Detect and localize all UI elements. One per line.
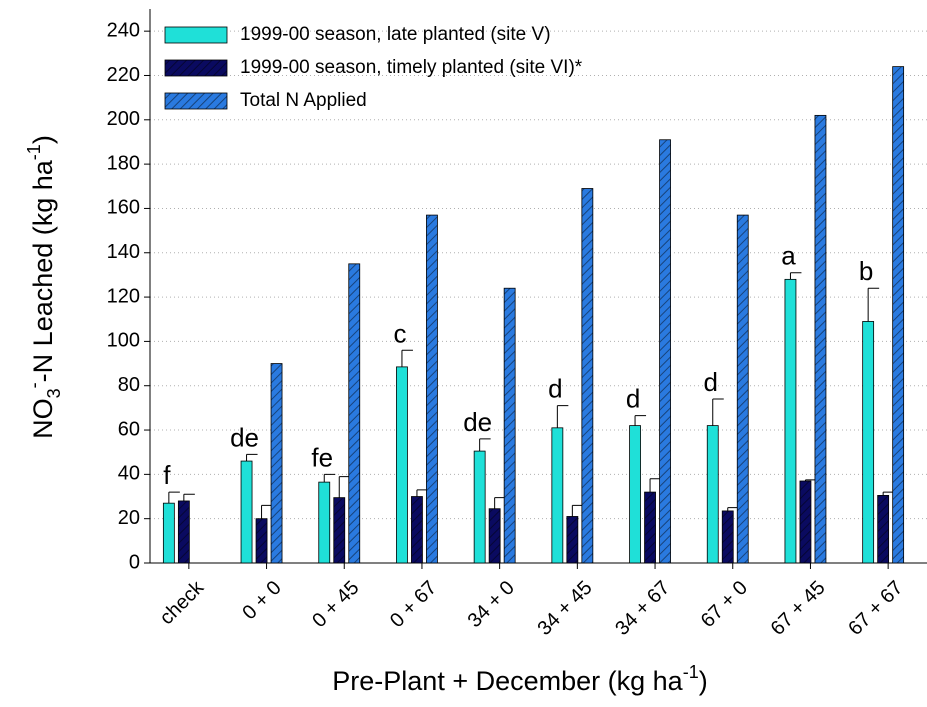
bar <box>706 425 719 564</box>
error-bar <box>712 398 724 426</box>
y-tick-label: 100 <box>107 330 140 352</box>
error-bar <box>479 438 491 452</box>
y-label-sup: -1 <box>24 144 44 160</box>
y-tick-label: 20 <box>118 507 140 529</box>
bar <box>503 287 516 564</box>
bar <box>551 427 564 564</box>
y-label-part: -N Leached (kg ha <box>28 159 58 382</box>
error-bar <box>401 349 413 367</box>
bar <box>862 321 875 564</box>
bar <box>255 518 268 564</box>
annotation: d <box>548 374 562 404</box>
y-label-part: ) <box>28 135 58 144</box>
bar <box>644 491 656 564</box>
annotation: d <box>704 367 718 397</box>
legend-label: 1999-00 season, late planted (site V) <box>240 24 551 45</box>
annotation: f <box>163 460 171 490</box>
bar <box>877 495 890 564</box>
legend-swatch <box>164 92 228 110</box>
error-bar <box>183 493 195 501</box>
x-label-part: Pre-Plant + December (kg ha <box>332 666 683 696</box>
annotation: a <box>781 241 796 271</box>
x-axis-label: Pre-Plant + December (kg ha-1) <box>332 662 707 696</box>
bar <box>162 502 175 564</box>
y-tick-label: 60 <box>118 418 140 440</box>
x-tick-label: 34 + 45 <box>533 577 596 640</box>
annotation: b <box>859 256 873 286</box>
error-bar <box>323 473 336 483</box>
x-tick-label: 67 + 67 <box>844 577 907 640</box>
bar <box>736 214 749 564</box>
bar <box>333 497 346 564</box>
error-bar <box>246 453 258 462</box>
y-label-sup: - <box>24 382 44 388</box>
x-tick-label: 0 + 45 <box>308 577 363 632</box>
annotation: fe <box>311 442 333 472</box>
legend-label: Total N Applied <box>240 90 367 111</box>
bar <box>270 363 283 564</box>
x-tick-label: 0 + 0 <box>238 577 285 624</box>
y-tick-label: 200 <box>107 108 140 130</box>
annotation: de <box>230 422 259 452</box>
y-label-sub: 3 <box>44 388 64 398</box>
bar <box>799 480 812 564</box>
bar <box>721 510 734 564</box>
y-tick-label: 140 <box>107 241 140 263</box>
legend-swatch <box>164 59 228 77</box>
bar <box>411 496 423 564</box>
y-tick-label: 40 <box>118 463 140 485</box>
annotation: d <box>626 384 640 414</box>
y-tick-label: 220 <box>107 64 140 86</box>
bar <box>426 214 438 564</box>
bar <box>659 139 671 564</box>
x-label-sup: -1 <box>683 662 699 682</box>
annotation: c <box>393 318 406 348</box>
y-label-part: NO <box>28 398 58 439</box>
error-bar <box>556 405 569 428</box>
x-tick-label: 34 + 0 <box>464 577 519 632</box>
bar <box>784 278 797 564</box>
bar <box>396 366 408 564</box>
error-bar <box>867 287 880 322</box>
bar <box>566 516 579 564</box>
x-tick-label: 67 + 0 <box>697 577 752 632</box>
error-bar <box>168 491 180 504</box>
y-tick-label: 240 <box>107 19 140 41</box>
y-axis-label: NO3--N Leached (kg ha-1) <box>24 135 64 439</box>
bar <box>814 114 827 564</box>
legend-label: 1999-00 season, timely planted (site VI)… <box>240 57 583 78</box>
x-label-part: ) <box>699 666 708 696</box>
error-bar <box>789 272 802 280</box>
bar <box>318 481 331 564</box>
y-tick-label: 80 <box>118 374 140 396</box>
bar <box>177 500 190 564</box>
x-tick-label: 67 + 45 <box>767 577 830 640</box>
y-tick-label: 180 <box>107 152 140 174</box>
y-tick-label: 0 <box>129 551 140 573</box>
legend-swatch <box>164 26 228 44</box>
bar <box>488 508 501 564</box>
bar <box>348 263 361 564</box>
bar <box>240 460 253 564</box>
x-tick-label: 0 + 67 <box>386 577 441 632</box>
annotation: de <box>463 407 492 437</box>
x-tick-label: 34 + 67 <box>611 577 674 640</box>
y-tick-label: 120 <box>107 285 140 307</box>
error-bar <box>634 415 647 426</box>
bar <box>473 450 486 564</box>
bar <box>629 425 641 564</box>
bar <box>892 66 905 564</box>
y-tick-label: 160 <box>107 197 140 219</box>
bar <box>581 188 594 564</box>
x-tick-label: check <box>156 576 209 629</box>
